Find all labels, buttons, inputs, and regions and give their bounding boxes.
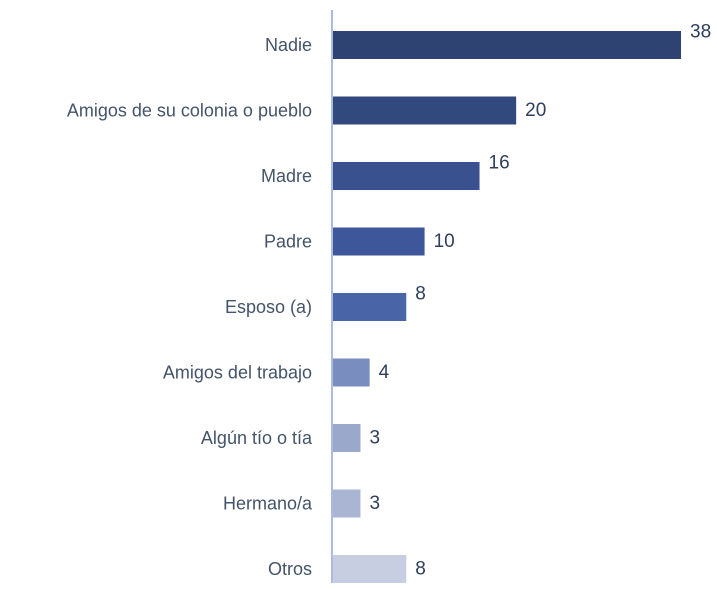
category-label-0: Nadie <box>265 35 312 55</box>
data-label-7: 3 <box>369 493 380 514</box>
bar-6 <box>333 424 361 452</box>
category-label-7: Hermano/a <box>223 494 313 514</box>
bar-3 <box>333 227 425 256</box>
category-label-8: Otros <box>268 559 312 579</box>
bar-2 <box>333 162 480 190</box>
data-label-4: 8 <box>415 284 426 305</box>
data-label-2: 16 <box>489 153 510 174</box>
category-label-4: Esposo (a) <box>225 297 312 317</box>
data-label-5: 4 <box>379 362 390 383</box>
bar-8 <box>333 555 407 583</box>
bar-7 <box>333 489 361 518</box>
category-labels-group: Nadie Amigos de su colonia o pueblo Madre P… <box>67 35 313 579</box>
data-label-3: 10 <box>434 231 455 252</box>
category-label-3: Padre <box>264 232 312 252</box>
category-label-5: Amigos del trabajo <box>163 363 312 383</box>
bar-4 <box>333 293 407 321</box>
bar-5 <box>333 358 370 387</box>
data-label-6: 3 <box>369 428 380 449</box>
category-label-2: Madre <box>261 166 312 186</box>
data-label-0: 38 <box>690 22 711 43</box>
data-label-8: 8 <box>415 559 426 580</box>
bar-0 <box>333 31 681 59</box>
bars-group <box>333 31 681 583</box>
bar-1 <box>333 96 517 125</box>
category-label-6: Algún tío o tía <box>201 428 313 448</box>
data-label-1: 20 <box>525 100 546 121</box>
category-label-1: Amigos de su colonia o pueblo <box>67 101 312 121</box>
